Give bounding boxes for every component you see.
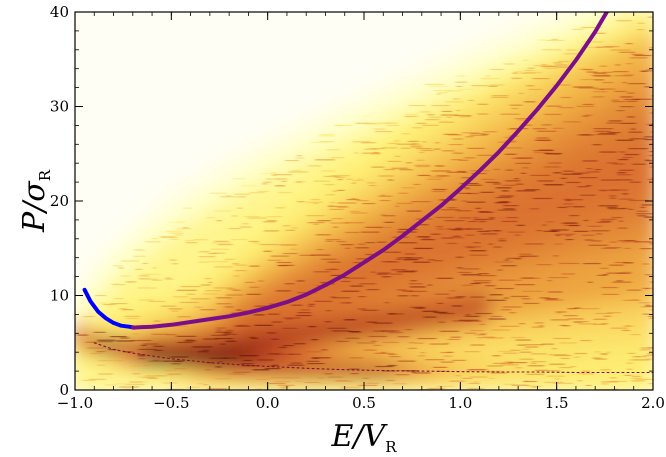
series-line-0 (82, 287, 137, 330)
y-axis: 0 10 20 30 40 (50, 3, 653, 399)
y-tick-label: 10 (50, 287, 69, 305)
y-tick-label: 40 (50, 3, 69, 21)
x-axis-label: E/VR (331, 419, 398, 456)
x-tick-label: 2.0 (641, 394, 665, 412)
x-tick-label: 1.0 (448, 394, 472, 412)
series-line-2 (93, 342, 653, 374)
x-tick-label: −1.0 (57, 394, 93, 412)
y-axis-label: P/σR (17, 169, 54, 233)
density-heatmap (75, 12, 653, 390)
x-tick-label: −0.5 (153, 394, 189, 412)
series-layer (82, 12, 653, 374)
x-tick-label: 1.5 (545, 394, 569, 412)
y-tick-label: 30 (50, 98, 69, 116)
y-tick-label: 0 (59, 381, 69, 399)
series-line-1 (130, 12, 609, 330)
x-tick-label: 0.5 (352, 394, 376, 412)
x-axis: −1.0 −0.5 0.0 0.5 1.0 1.5 2.0 (57, 12, 665, 412)
y-tick-label: 20 (50, 192, 69, 210)
x-tick-label: 0.0 (256, 394, 280, 412)
